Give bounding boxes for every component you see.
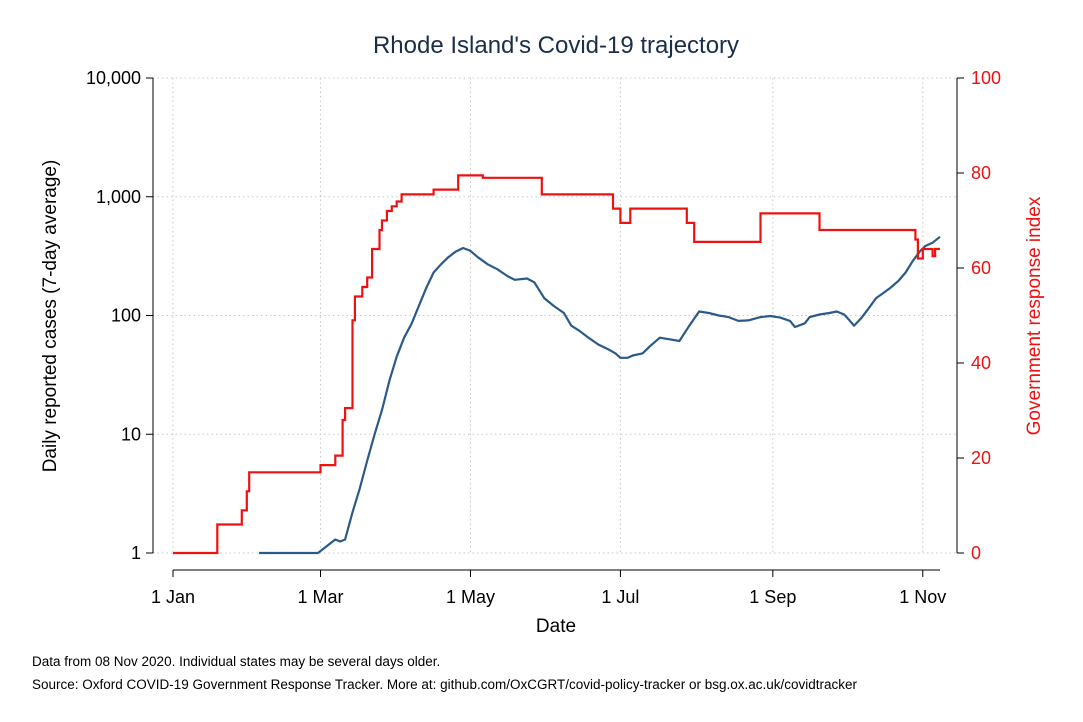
y-tick-label-right: 0 (971, 543, 981, 563)
y-tick-label-right: 20 (971, 448, 991, 468)
y-axis-label-left: Daily reported cases (7-day average) (40, 160, 61, 473)
x-tick-label: 1 May (446, 587, 495, 607)
x-tick-label: 1 Jan (151, 587, 195, 607)
grid (153, 77, 957, 554)
y-tick-label-left: 10,000 (86, 68, 141, 88)
x-tick-label: 1 Jul (601, 587, 639, 607)
series-line-response-index (173, 174, 940, 555)
axes (152, 78, 958, 571)
x-tick-label: 1 Mar (297, 587, 343, 607)
x-tick-label: 1 Nov (899, 587, 946, 607)
y-tick-label-right: 60 (971, 258, 991, 278)
chart-title: Rhode Island's Covid-19 trajectory (373, 32, 739, 59)
y-tick-label-right: 40 (971, 353, 991, 373)
y-axis-label-right: Government response index (1024, 196, 1045, 435)
series-line-daily-cases (259, 235, 941, 555)
y-tick-label-left: 1,000 (96, 187, 141, 207)
x-axis-label: Date (536, 616, 576, 637)
series-layer (173, 174, 941, 555)
right-axis-ticks: 0 20 40 60 80 100 (957, 68, 1001, 563)
y-tick-label-left: 1 (131, 543, 141, 563)
x-axis-ticks: 1 Jan 1 Mar 1 May 1 Jul 1 Sep 1 Nov (151, 570, 946, 607)
y-tick-label-right: 80 (971, 163, 991, 183)
y-tick-label-left: 100 (111, 306, 141, 326)
x-tick-label: 1 Sep (749, 587, 796, 607)
y-tick-label-right: 100 (971, 68, 1001, 88)
footnote-source: Source: Oxford COVID-19 Government Respo… (32, 677, 858, 692)
left-axis-ticks: 1 10 100 1,000 10,000 (86, 68, 153, 563)
footnote-data-date: Data from 08 Nov 2020. Individual states… (32, 654, 441, 669)
y-tick-label-left: 10 (121, 424, 141, 444)
